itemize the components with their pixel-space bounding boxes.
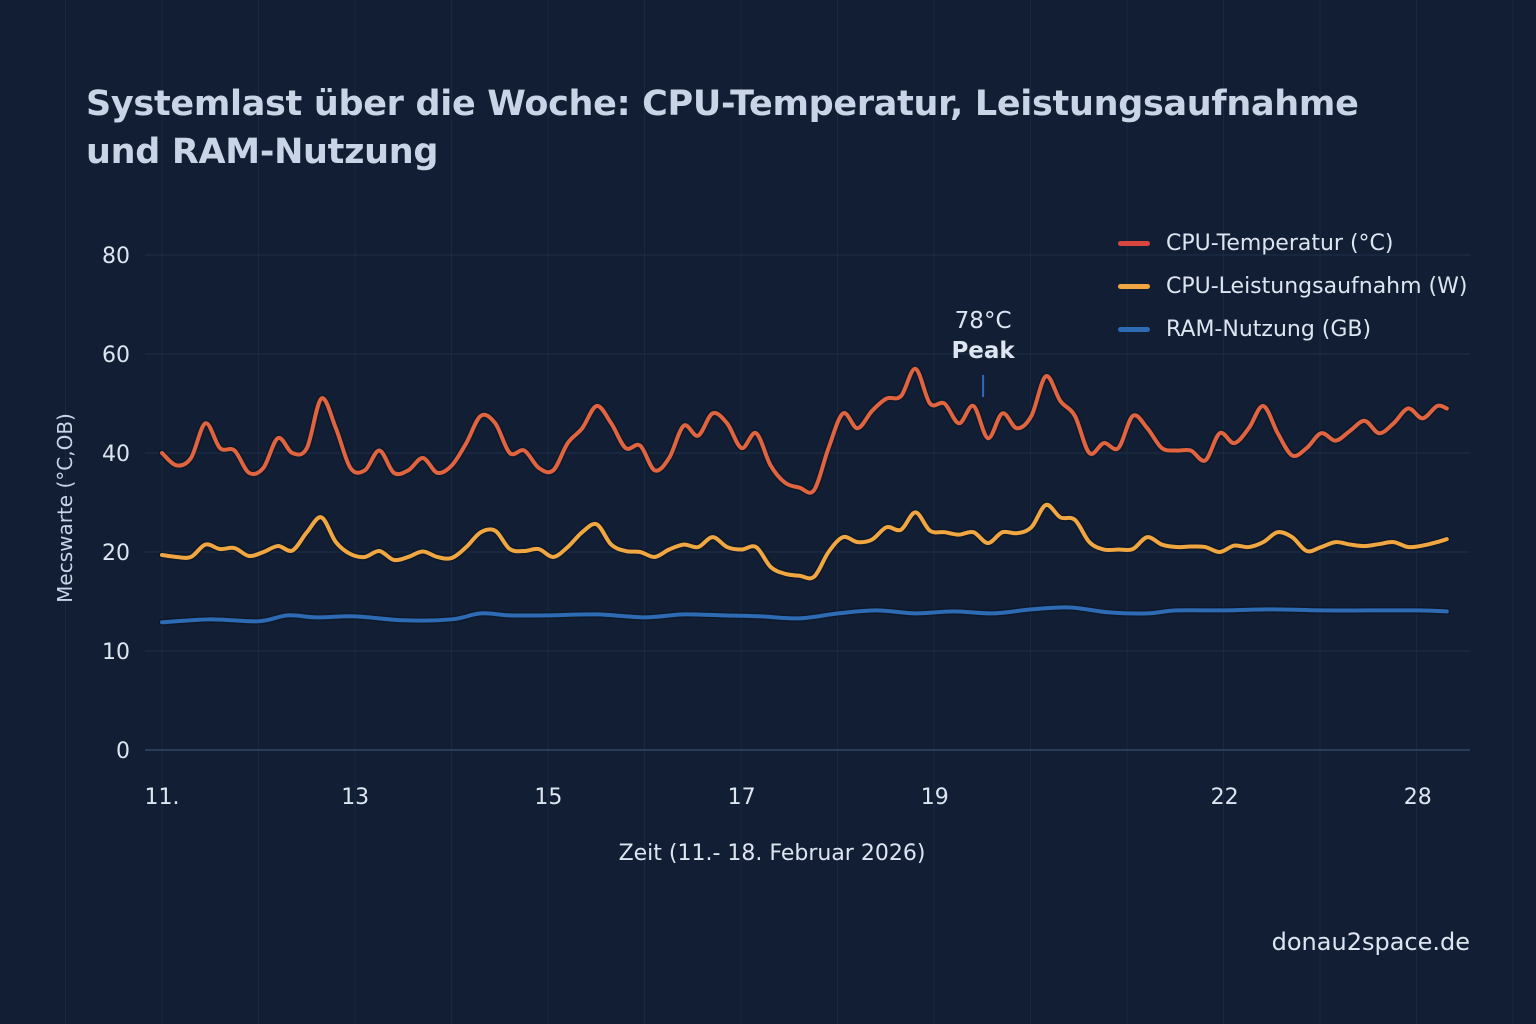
y-axis-label: Mecswarte (°C,OB) (53, 413, 77, 603)
x-tick-label: 11. (145, 785, 180, 810)
chart-title-line-1: Systemlast über die Woche: CPU-Temperatu… (86, 84, 1359, 124)
legend-label: CPU-Temperatur (°C) (1166, 231, 1394, 256)
x-axis-label: Zeit (11.- 18. Februar 2026) (619, 841, 926, 866)
x-tick-label: 19 (921, 785, 949, 810)
y-tick-label: 60 (102, 343, 130, 368)
legend: CPU-Temperatur (°C) CPU-Leistungsaufnahm… (1118, 222, 1467, 351)
y-axis-tick-labels: 0 10 20 40 60 80 (102, 244, 130, 764)
series-line-cpu-power-shadow (158, 501, 1451, 582)
legend-label: CPU-Leistungsaufnahm (W) (1166, 274, 1468, 299)
chart-title: Systemlast über die Woche: CPU-Temperatu… (86, 80, 1386, 176)
y-tick-label: 0 (116, 739, 130, 764)
y-tick-label: 80 (102, 244, 130, 269)
y-tick-label: 10 (102, 640, 130, 665)
x-tick-label: 28 (1404, 785, 1432, 810)
series-line-cpu-power (160, 502, 1449, 581)
series-line-ram (160, 605, 1449, 625)
x-tick-label: 22 (1211, 785, 1239, 810)
annotation-value: 78°C (955, 308, 1012, 334)
series-line-cpu-temperature (160, 366, 1449, 495)
legend-item-cpu-power[interactable]: CPU-Leistungsaufnahm (W) (1118, 265, 1467, 308)
horizontal-gridlines (145, 254, 1470, 751)
y-tick-label: 40 (102, 442, 130, 467)
x-axis-tick-labels: 11. 13 15 17 19 22 28 (145, 785, 1432, 810)
legend-swatch-cpu-power (1118, 284, 1150, 289)
legend-item-cpu-temp[interactable]: CPU-Temperatur (°C) (1118, 222, 1467, 265)
peak-annotation: 78°C Peak (951, 308, 1015, 397)
chart-title-line-2: und RAM-Nutzung (86, 132, 439, 172)
legend-item-ram[interactable]: RAM-Nutzung (GB) (1118, 308, 1467, 351)
watermark: donau2space.de (1271, 928, 1470, 956)
series-lines (158, 365, 1451, 626)
x-tick-label: 13 (341, 785, 369, 810)
y-tick-label: 20 (102, 541, 130, 566)
legend-swatch-cpu-temp (1118, 241, 1150, 246)
series-line-cpu-temperature-shadow (158, 365, 1451, 497)
annotation-label: Peak (951, 338, 1015, 364)
x-tick-label: 17 (728, 785, 756, 810)
legend-swatch-ram (1118, 327, 1150, 332)
legend-label: RAM-Nutzung (GB) (1166, 317, 1372, 342)
x-tick-label: 15 (534, 785, 562, 810)
